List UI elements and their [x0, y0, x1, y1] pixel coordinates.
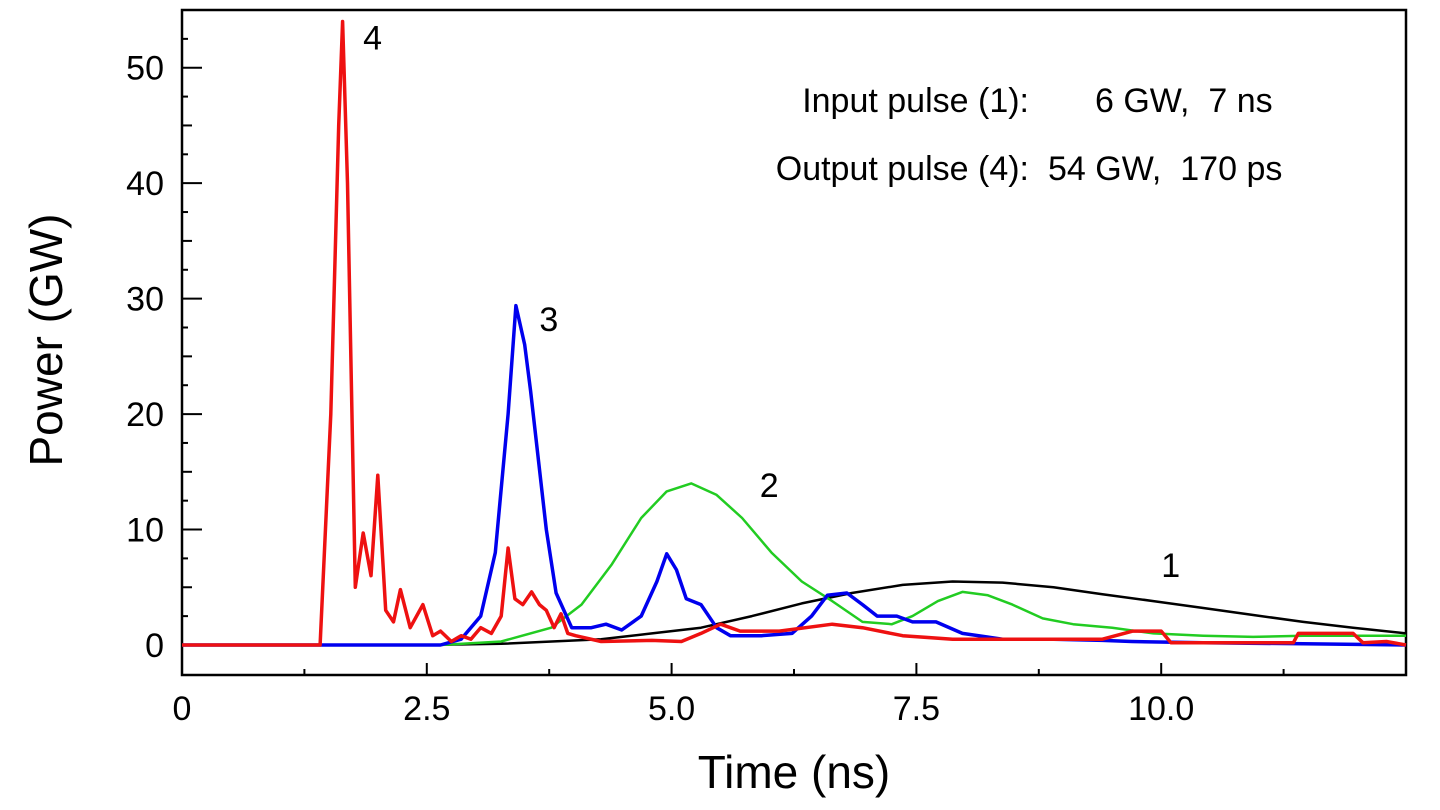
info-output-value: 54 GW, 170 ps	[1048, 150, 1282, 188]
curve-label-3: 3	[539, 301, 558, 339]
curve-label-4: 4	[363, 19, 382, 57]
x-tick-label: 0	[173, 690, 192, 728]
y-tick-label: 10	[126, 512, 164, 550]
info-output-label: Output pulse (4):	[776, 150, 1029, 188]
curve-label-2: 2	[760, 467, 779, 505]
series-line-1	[182, 580, 1407, 647]
info-input-value: 6 GW, 7 ns	[1095, 82, 1273, 120]
x-tick-label: 5.0	[648, 690, 695, 728]
series-line-2	[182, 482, 1406, 647]
y-tick-label: 40	[126, 165, 164, 203]
curve-label-1: 1	[1161, 547, 1180, 585]
x-tick-label: 7.5	[893, 690, 940, 728]
y-tick-label: 0	[145, 627, 164, 665]
x-axis-title: Time (ns)	[698, 746, 891, 798]
y-axis-title: Power (GW)	[20, 214, 72, 467]
series-line-4	[182, 19, 1407, 647]
y-tick-label: 30	[126, 281, 164, 319]
y-tick-label: 50	[126, 50, 164, 88]
x-tick-label: 10.0	[1128, 690, 1194, 728]
x-tick-label: 2.5	[403, 690, 450, 728]
series-line-3	[182, 303, 1407, 647]
info-input-label: Input pulse (1):	[802, 82, 1029, 120]
y-tick-label: 20	[126, 396, 164, 434]
